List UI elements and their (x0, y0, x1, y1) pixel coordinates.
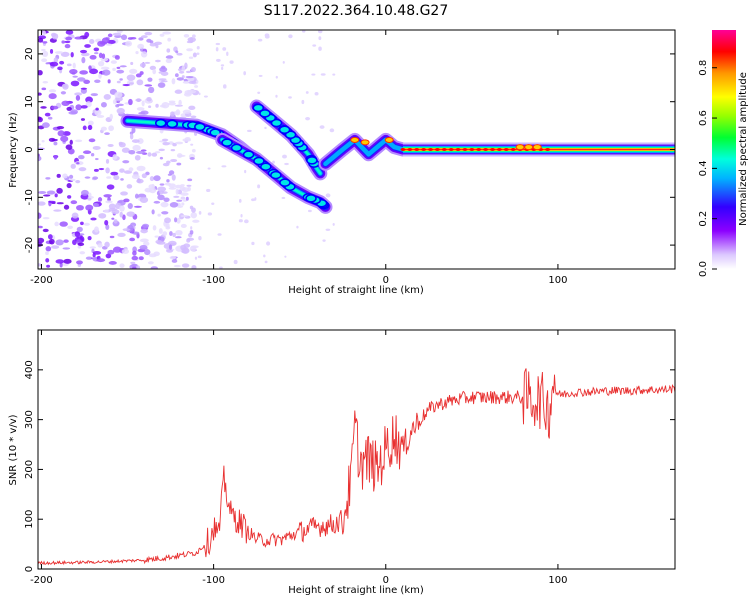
x-tick-label: 0 (383, 275, 389, 286)
snr-series (38, 368, 675, 566)
colorbar-tick-label: 0.6 (698, 110, 709, 126)
colorbar-gradient (712, 30, 736, 269)
snr-frame (37, 329, 676, 570)
heatmap-peak-line (350, 136, 675, 157)
y-tick-label: 400 (24, 360, 35, 379)
colorbar-tick-label: 0.4 (698, 160, 709, 176)
colorbar-ticks: 0.0 0.2 0.4 0.6 0.8 (698, 60, 717, 277)
colorbar-label: Normalized spectral amplitude (738, 72, 749, 226)
snr-line (38, 368, 675, 566)
heatmap-x-axis-label: Height of straight line (km) (288, 285, 424, 296)
x-tick-label: 100 (548, 575, 567, 586)
snr-x-axis-label: Height of straight line (km) (288, 585, 424, 596)
y-tick-label: 100 (24, 510, 35, 529)
x-tick-label: -200 (30, 575, 53, 586)
heatmap-noise-speckles (38, 30, 336, 269)
heatmap-features (38, 30, 675, 269)
heatmap-y-axis-label: Frequency (Hz) (8, 112, 19, 188)
y-tick-label: 10 (24, 95, 35, 108)
heatmap-ridge (318, 132, 675, 171)
figure-title: S117.2022.364.10.48.G27 (264, 3, 449, 19)
x-tick-label: -200 (30, 275, 53, 286)
heatmap-ridge (249, 99, 328, 181)
y-tick-label: 300 (24, 410, 35, 429)
heatmap-y-ticks: -20 -10 0 10 20 (24, 48, 675, 253)
snr-x-ticks: -200 -100 0 100 (30, 330, 567, 586)
heatmap-x-ticks: -200 -100 0 100 (30, 30, 567, 286)
colorbar-tick-label: 0.8 (698, 60, 709, 76)
y-tick-label: -10 (24, 189, 35, 205)
y-tick-label: -20 (24, 237, 35, 253)
x-tick-label: -100 (202, 275, 225, 286)
snr-y-ticks: 0 100 200 300 400 (24, 360, 675, 572)
y-tick-label: 0 (24, 566, 35, 572)
x-tick-label: -100 (202, 575, 225, 586)
colorbar-tick-label: 0.2 (698, 211, 709, 227)
x-tick-label: 0 (383, 575, 389, 586)
y-tick-label: 200 (24, 460, 35, 479)
heatmap-ridge (215, 132, 333, 214)
snr-panel: -200 -100 0 100 0 100 200 300 400 Height of str… (8, 329, 676, 596)
snr-background (38, 330, 675, 569)
x-tick-label: 100 (548, 275, 567, 286)
y-tick-label: 20 (24, 48, 35, 61)
y-tick-label: 0 (24, 146, 35, 152)
colorbar-tick-label: 0.0 (698, 261, 709, 277)
colorbar: 0.0 0.2 0.4 0.6 0.8 Normalized spectral ampl… (698, 30, 749, 277)
snr-y-axis-label: SNR (10 * v/v) (8, 414, 19, 485)
